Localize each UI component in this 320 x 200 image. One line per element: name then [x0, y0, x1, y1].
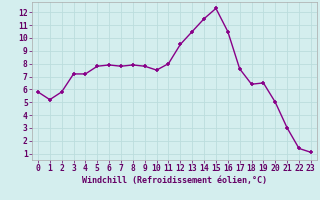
X-axis label: Windchill (Refroidissement éolien,°C): Windchill (Refroidissement éolien,°C): [82, 176, 267, 185]
